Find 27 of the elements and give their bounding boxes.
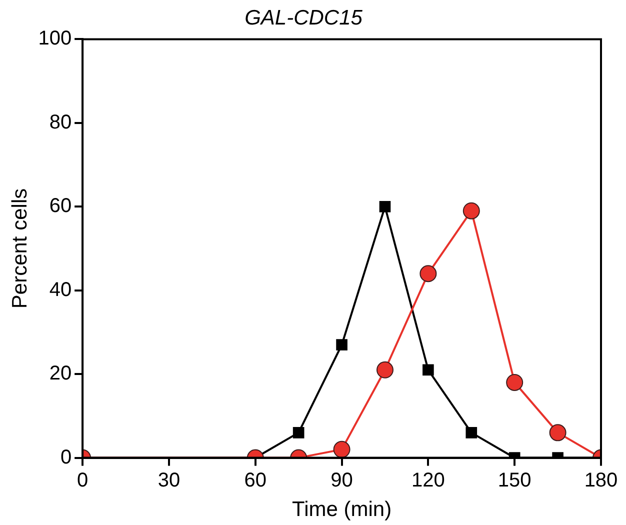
point <box>379 200 391 212</box>
y-tick-label: 80 <box>49 111 72 134</box>
x-tick-label: 150 <box>498 469 532 492</box>
x-tick-label: 90 <box>330 469 353 492</box>
x-tick-label: 180 <box>584 469 618 492</box>
point <box>420 265 437 282</box>
point <box>376 361 394 378</box>
point <box>333 440 350 458</box>
point <box>336 339 348 350</box>
point <box>292 427 304 438</box>
y-tick-label: 0 <box>60 446 72 468</box>
y-tick-label: 60 <box>49 195 72 218</box>
point <box>506 374 524 391</box>
y-tick-label: 40 <box>49 278 72 301</box>
x-tick-label: 60 <box>244 469 267 492</box>
point <box>422 364 434 376</box>
chart-title: GAL-CDC15 <box>244 6 363 30</box>
x-tick-label: 30 <box>158 469 180 492</box>
point <box>462 202 480 220</box>
point <box>549 424 566 442</box>
x-tick-label: 0 <box>77 469 88 492</box>
y-tick-label: 100 <box>38 28 72 50</box>
point <box>466 427 478 438</box>
y-axis-title: Percent cells <box>8 188 32 309</box>
x-tick-label: 120 <box>412 469 445 492</box>
y-tick-label: 20 <box>49 362 72 385</box>
x-axis-title: Time (min) <box>292 498 392 522</box>
